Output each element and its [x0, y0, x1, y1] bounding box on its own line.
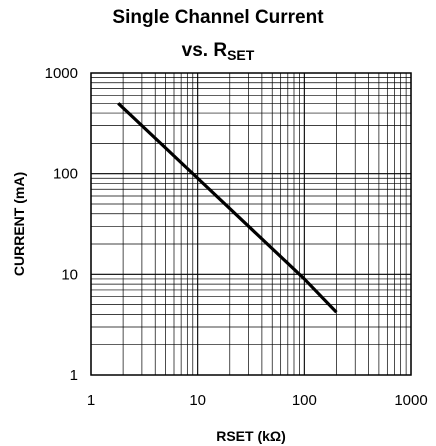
chart-subtitle-text: vs. R: [181, 40, 228, 61]
y-tick-label: 10: [61, 266, 78, 283]
grid-lines: [90, 72, 412, 376]
x-tick-label: 1000: [394, 392, 427, 409]
plot-frame: [90, 72, 412, 376]
chart-subtitle: vs. RSET: [0, 40, 436, 63]
series-layer: [117, 102, 338, 314]
y-tick-label: 1: [70, 367, 78, 384]
series-line: [117, 102, 338, 314]
chart-subtitle-subscript: SET: [227, 47, 255, 63]
x-axis-label: RSET (kΩ): [216, 428, 286, 444]
y-tick-label: 1000: [45, 65, 78, 82]
x-tick-label: 100: [292, 392, 317, 409]
chart-title: Single Channel Current: [112, 7, 324, 28]
y-tick-label: 100: [53, 166, 78, 183]
y-axis-label: CURRENT (mA): [11, 172, 27, 276]
x-tick-label: 10: [189, 392, 206, 409]
tick-labels: 1 10 100 1000 1 10 100 1000: [45, 65, 428, 409]
x-tick-label: 1: [87, 392, 95, 409]
